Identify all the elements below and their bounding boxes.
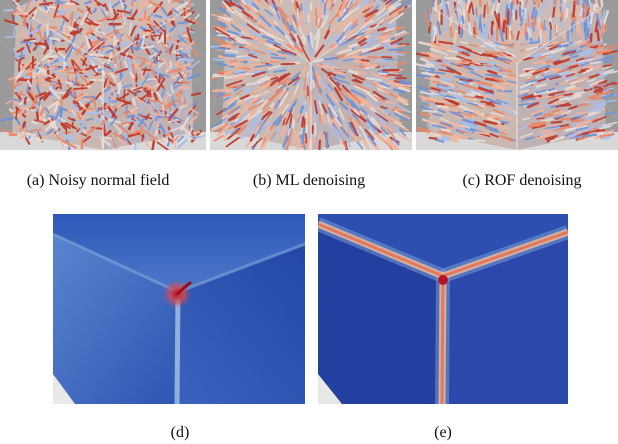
caption-a: (a) Noisy normal field — [26, 172, 170, 189]
panel-e-image — [318, 214, 568, 404]
panel-b-image — [210, 0, 412, 150]
panel-a-image — [0, 0, 206, 150]
caption-b: (b) ML denoising — [252, 172, 366, 189]
panel-d-image — [53, 214, 305, 404]
caption-c: (c) ROF denoising — [462, 172, 582, 189]
panel-c-image — [416, 0, 618, 150]
caption-d: (d) — [170, 424, 190, 441]
cube-glyph-field — [0, 0, 206, 150]
caption-e: (e) — [434, 424, 452, 441]
cube-glyph-field — [416, 0, 618, 150]
cube-glyph-field — [210, 0, 412, 150]
